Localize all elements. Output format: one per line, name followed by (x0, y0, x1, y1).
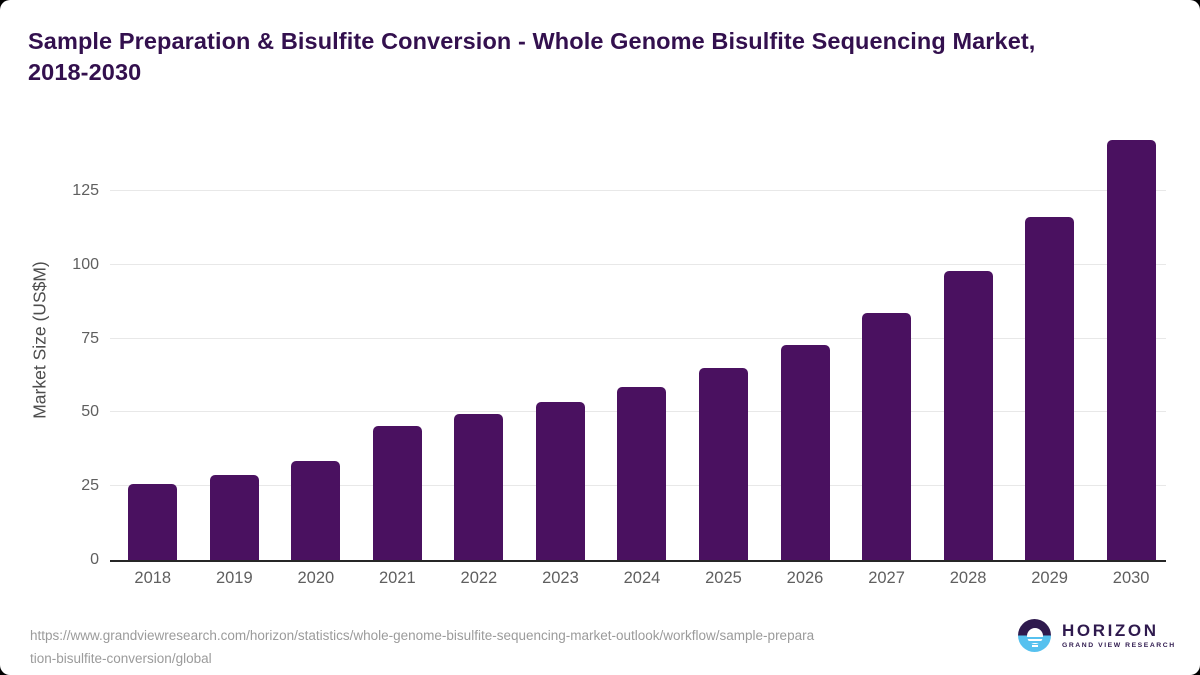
gridline-75 (110, 337, 1166, 339)
bar-2020 (291, 460, 341, 560)
bar-2025 (698, 367, 748, 560)
x-tick-label-2024: 2024 (623, 569, 661, 587)
bar-2030 (1106, 140, 1156, 560)
bar-2018 (128, 484, 178, 560)
horizon-logo-tagline: GRAND VIEW RESEARCH (1062, 642, 1176, 649)
source-url-line-1: https://www.grandviewresearch.com/horizo… (30, 628, 815, 643)
x-tick-label-2020: 2020 (297, 569, 335, 587)
y-tick-label-50: 50 (81, 403, 99, 421)
y-tick-label-0: 0 (90, 551, 99, 568)
bar-2026 (780, 344, 830, 560)
horizon-logo-icon (1018, 619, 1051, 652)
x-tick-label-2027: 2027 (868, 569, 905, 587)
x-tick-label-2022: 2022 (460, 569, 498, 587)
y-tick-label-100: 100 (72, 255, 99, 273)
x-tick-label-2029: 2029 (1031, 569, 1068, 587)
source-url: https://www.grandviewresearch.com/horizo… (30, 625, 990, 670)
y-tick-label-125: 125 (72, 182, 99, 199)
bar-2021 (372, 425, 422, 560)
y-tick-label-25: 25 (81, 477, 99, 495)
horizon-logo: HORIZON GRAND VIEW RESEARCH (1018, 619, 1176, 652)
x-tick-label-2026: 2026 (786, 569, 824, 587)
bar-2023 (535, 402, 585, 560)
bar-2028 (943, 271, 993, 560)
bar-2019 (209, 475, 259, 560)
bars (112, 129, 1172, 560)
bar-2027 (862, 312, 912, 560)
x-axis-labels: 2018 2019 2020 2021 2022 2023 2024 2025 2026 2027… (112, 569, 1172, 588)
plot-area: 0 25 50 75 100 125 (72, 129, 1172, 568)
gridline-100 (110, 263, 1166, 265)
y-tick-label-75: 75 (81, 329, 99, 347)
chart-title-line-1: Sample Preparation & Bisulfite Conversio… (28, 28, 1036, 54)
bar-2024 (617, 387, 667, 560)
logo-reflection-dash (1031, 644, 1038, 647)
x-tick-label-2021: 2021 (379, 569, 416, 587)
x-tick-label-2028: 2028 (949, 569, 987, 587)
horizon-logo-text: HORIZON GRAND VIEW RESEARCH (1062, 621, 1176, 650)
bar-2022 (454, 414, 504, 560)
logo-reflection-stripe (1023, 636, 1046, 639)
chart-title-line-2: 2018-2030 (28, 59, 142, 85)
sun-icon (1026, 628, 1043, 644)
x-tick-label-2018: 2018 (134, 569, 172, 587)
x-tick-label-2019: 2019 (215, 569, 253, 587)
horizon-logo-name: HORIZON (1062, 621, 1159, 640)
x-tick-label-2023: 2023 (542, 569, 579, 587)
bar-2029 (1025, 216, 1075, 560)
source-url-line-2: tion-bisulfite-conversion/global (30, 650, 212, 666)
x-tick-label-2030: 2030 (1112, 569, 1150, 587)
chart-title: Sample Preparation & Bisulfite Conversio… (28, 26, 1178, 88)
x-axis-line (110, 560, 1166, 562)
gridline-125 (110, 190, 1166, 191)
x-tick-label-2025: 2025 (705, 569, 742, 587)
logo-reflection-stripe (1027, 641, 1042, 643)
